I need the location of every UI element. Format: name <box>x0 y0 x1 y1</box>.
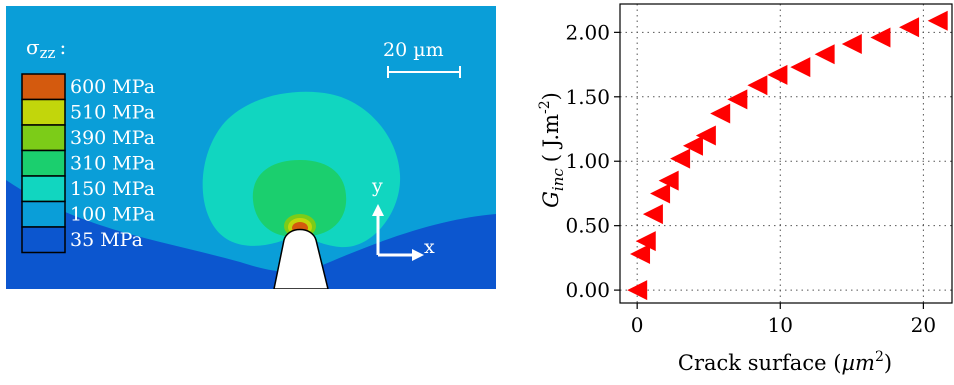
data-point <box>899 17 920 38</box>
data-point <box>670 148 691 169</box>
chart-ticks: 0 10 20 0.00 0.50 1.00 1.50 2.00 <box>565 20 936 337</box>
plot-frame <box>619 3 953 304</box>
x-tick-label: 0 <box>631 313 644 337</box>
data-point <box>642 204 663 225</box>
data-point <box>841 33 862 54</box>
data-point <box>658 170 679 191</box>
data-point <box>710 103 731 124</box>
data-point <box>630 244 651 265</box>
legend-swatch <box>21 226 66 254</box>
data-point <box>870 27 891 48</box>
legend-swatch <box>21 98 66 126</box>
axis-x-label: x <box>424 236 435 258</box>
legend-swatch <box>21 200 66 228</box>
data-point <box>682 135 703 156</box>
x-axis-label: Crack surface (µm2) <box>678 349 892 375</box>
legend-swatch <box>21 175 66 203</box>
data-point <box>927 10 948 31</box>
color-legend: 600 MPa 510 MPa 390 MPa 310 MPa 150 MPa 100 M… <box>21 73 155 254</box>
axes-triad: y x <box>371 175 435 261</box>
legend-label: 390 MPa <box>70 127 155 149</box>
legend-label: 150 MPa <box>70 178 155 200</box>
legend-label: 510 MPa <box>70 102 155 124</box>
data-point <box>627 280 648 301</box>
x-arrow-icon <box>412 249 424 261</box>
data-point <box>790 57 811 78</box>
scale-bar-label: 20 µm <box>383 39 444 61</box>
scale-bar <box>387 66 461 78</box>
notch-shape <box>273 228 329 289</box>
stress-contour-map: σzz: 600 MPa 510 MPa 390 MPa 310 MPa 150 MPa… <box>6 6 496 289</box>
legend-label: 310 MPa <box>70 153 155 175</box>
y-tick-label: 1.50 <box>565 85 610 109</box>
x-tick-label: 10 <box>768 313 793 337</box>
y-tick-label: 0.50 <box>565 214 610 238</box>
data-point <box>767 64 788 85</box>
data-point <box>650 183 671 204</box>
data-point <box>727 89 748 110</box>
legend-label: 100 MPa <box>70 204 155 226</box>
contour-310mpa-zone <box>252 160 347 237</box>
legend-swatch <box>21 124 66 152</box>
data-point <box>814 44 835 65</box>
contour-low-stress-zone <box>6 180 496 289</box>
data-point <box>747 75 768 96</box>
axis-y-label: y <box>371 175 383 197</box>
legend-label: 600 MPa <box>70 76 155 98</box>
chart-points <box>627 10 948 301</box>
y-axis-label: Ginc( J.m-2) <box>537 92 567 208</box>
y-arrow-icon <box>372 204 384 216</box>
x-tick-label: 20 <box>911 313 936 337</box>
legend-label: 35 MPa <box>70 229 143 251</box>
data-point <box>635 231 656 252</box>
data-point <box>695 125 716 146</box>
legend-swatch <box>21 73 66 101</box>
legend-swatch <box>21 149 66 177</box>
y-tick-label: 0.00 <box>565 278 610 302</box>
y-tick-label: 1.00 <box>565 149 610 173</box>
chart-grid <box>620 4 952 303</box>
y-tick-label: 2.00 <box>565 20 610 44</box>
field-label: σzz: <box>26 35 66 62</box>
